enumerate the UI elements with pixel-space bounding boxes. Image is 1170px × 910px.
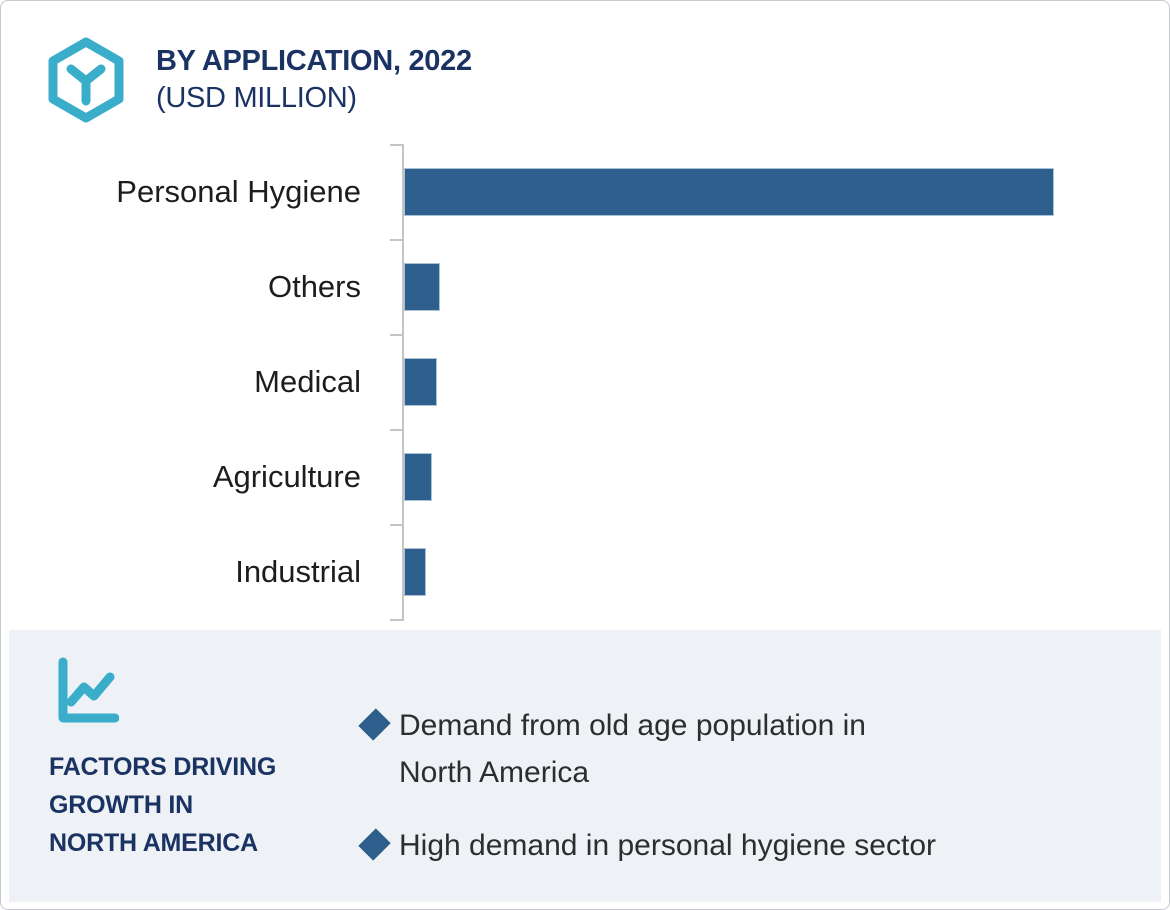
- category-label: Personal Hygiene: [116, 173, 361, 209]
- bar-track: [404, 167, 1169, 216]
- category-label: Industrial: [235, 553, 361, 589]
- chart-row: Medical: [1, 334, 1169, 429]
- factor-bullet-text: Demand from old age population in North …: [399, 709, 866, 789]
- bar-agriculture: [404, 452, 432, 501]
- chart-row: Agriculture: [1, 429, 1169, 524]
- chart-row: Industrial: [1, 524, 1169, 619]
- axis-tick: [390, 144, 403, 146]
- axis-tick: [390, 524, 403, 526]
- bar-medical: [404, 357, 437, 406]
- bar-chart: Personal Hygiene Others Medical Agriculture…: [1, 144, 1169, 621]
- hexagon-cube-icon: [48, 37, 124, 123]
- bar-track: [404, 262, 1169, 311]
- category-label: Medical: [254, 363, 361, 399]
- axis-tick: [390, 619, 403, 621]
- line-chart-icon: [58, 657, 119, 723]
- bar-industrial: [404, 547, 426, 596]
- factors-panel: FACTORS DRIVING GROWTH IN NORTH AMERICA …: [9, 630, 1161, 902]
- bar-personal-hygiene: [404, 167, 1054, 216]
- factor-bullet: High demand in personal hygiene sector: [358, 822, 1058, 869]
- axis-tick: [390, 429, 403, 431]
- bar-track: [404, 357, 1169, 406]
- diamond-bullet-icon: [358, 708, 391, 741]
- chart-rows: Personal Hygiene Others Medical Agriculture…: [1, 144, 1169, 619]
- chart-title-line1: BY APPLICATION, 2022: [156, 45, 472, 77]
- chart-row: Personal Hygiene: [1, 144, 1169, 239]
- chart-title-line2: (USD MILLION): [156, 82, 357, 114]
- bar-others: [404, 262, 440, 311]
- diamond-bullet-icon: [358, 828, 391, 861]
- axis-tick: [390, 239, 403, 241]
- y-axis-line: [402, 144, 404, 621]
- factor-bullet: Demand from old age population in North …: [358, 702, 1058, 796]
- factors-bullet-list: Demand from old age population in North …: [358, 702, 1058, 895]
- chart-title: BY APPLICATION, 2022 (USD MILLION): [156, 43, 472, 117]
- factors-panel-title: FACTORS DRIVING GROWTH IN NORTH AMERICA: [49, 753, 277, 857]
- category-label: Others: [267, 268, 361, 304]
- chart-row: Others: [1, 239, 1169, 334]
- factor-bullet-text: High demand in personal hygiene sector: [399, 829, 936, 862]
- category-label: Agriculture: [212, 458, 361, 494]
- bar-track: [404, 547, 1169, 596]
- axis-tick: [390, 334, 403, 336]
- bar-track: [404, 452, 1169, 501]
